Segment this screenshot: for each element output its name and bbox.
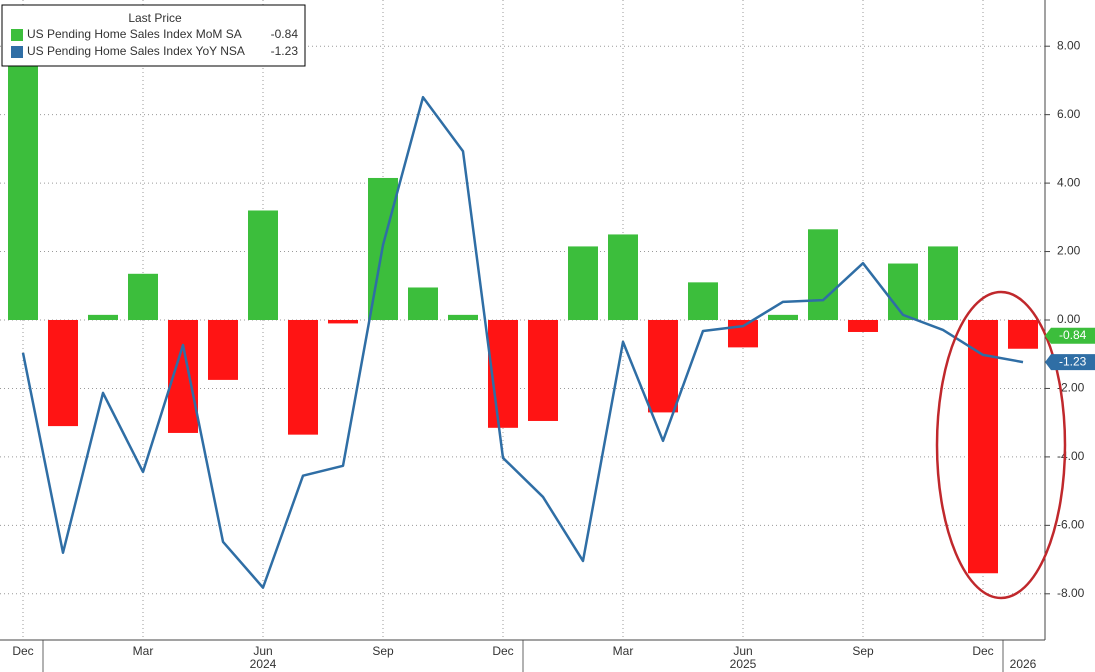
bar	[808, 229, 838, 320]
bar	[128, 273, 158, 320]
year-label: 2026	[1010, 657, 1037, 671]
bar	[208, 320, 238, 380]
y-tick-label: 0.00	[1057, 312, 1081, 326]
y-tick-label: 6.00	[1057, 107, 1081, 121]
y-tick-label: -6.00	[1057, 518, 1085, 532]
bar	[928, 246, 958, 320]
bar	[968, 320, 998, 574]
highlight-ellipse	[935, 290, 1067, 600]
bar	[288, 320, 318, 435]
bar	[528, 320, 558, 421]
x-tick-label: Dec	[972, 644, 993, 658]
y-tick-label: -8.00	[1057, 586, 1085, 600]
last-price-label: -1.23	[1059, 354, 1087, 368]
last-price-badge	[1045, 327, 1095, 344]
last-price-label: -0.84	[1059, 328, 1087, 342]
bar	[248, 210, 278, 320]
legend-title: Last Price	[128, 11, 182, 25]
bar	[48, 320, 78, 427]
y-tick-label: -2.00	[1057, 381, 1085, 395]
bar	[568, 246, 598, 320]
y-tick-label: 8.00	[1057, 38, 1081, 52]
bar	[688, 282, 718, 320]
x-tick-label: Mar	[613, 644, 634, 658]
bar	[448, 314, 478, 320]
bar	[648, 320, 678, 413]
legend-value: -0.84	[271, 27, 299, 41]
bar	[328, 320, 358, 324]
bar	[1008, 320, 1038, 349]
legend-swatch	[11, 46, 23, 58]
x-tick-label: Sep	[372, 644, 394, 658]
line	[21, 95, 1024, 589]
legend-value: -1.23	[271, 44, 299, 58]
y-tick-label: 4.00	[1057, 175, 1081, 189]
bar	[888, 263, 918, 320]
bar	[8, 35, 38, 321]
bar	[408, 287, 438, 320]
x-tick-label: Dec	[492, 644, 513, 658]
y-tick-label: 2.00	[1057, 244, 1081, 258]
legend-box	[1, 4, 306, 67]
year-label: 2024	[250, 657, 277, 671]
x-tick-label: Sep	[852, 644, 874, 658]
bar	[728, 320, 758, 348]
x-tick-label: Jun	[733, 644, 752, 658]
last-price-badge	[1045, 354, 1095, 371]
legend-label: US Pending Home Sales Index MoM SA	[27, 27, 242, 41]
year-label: 2025	[730, 657, 757, 671]
x-tick-label: Mar	[133, 644, 154, 658]
x-tick-label: Jun	[253, 644, 272, 658]
legend: Last Price US Pending Home Sales Index Mo…	[1, 4, 306, 67]
y-tick-label: -4.00	[1057, 449, 1085, 463]
legend-swatch	[11, 29, 23, 41]
bar	[88, 314, 118, 320]
bar	[768, 314, 798, 320]
bar	[848, 320, 878, 332]
legend-label: US Pending Home Sales Index YoY NSA	[27, 44, 245, 58]
bar	[608, 234, 638, 320]
x-tick-label: Dec	[12, 644, 33, 658]
